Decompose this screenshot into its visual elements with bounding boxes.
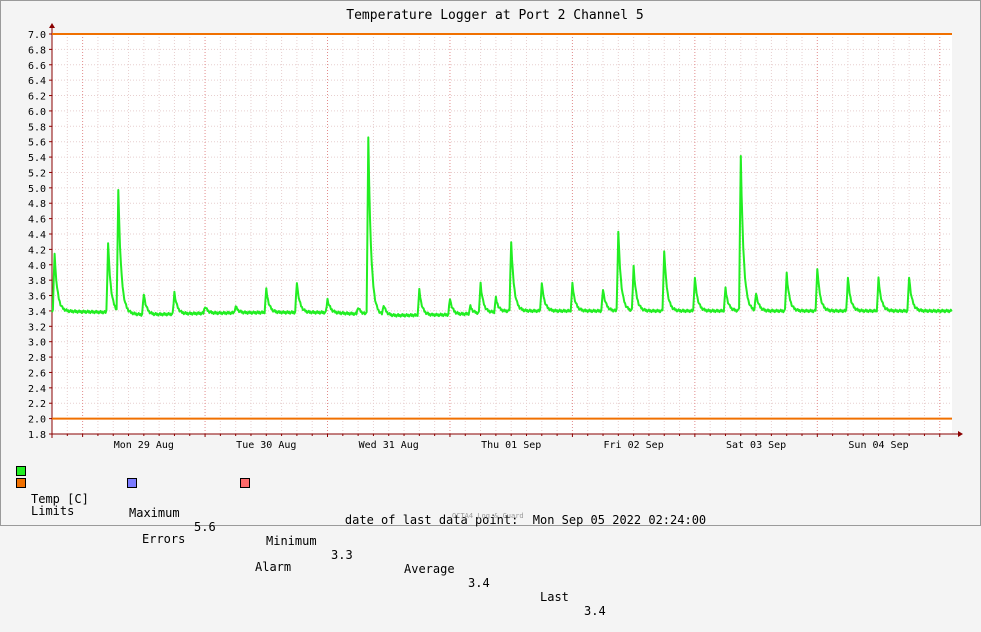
y-tick-label: 2.2	[28, 399, 46, 410]
average-value: 3.4	[468, 576, 490, 590]
x-tick-label: Fri 02 Sep	[604, 440, 664, 451]
y-tick-label: 5.4	[28, 153, 46, 164]
x-tick-label: Sun 04 Sep	[848, 440, 908, 451]
average-label: Average	[404, 562, 455, 576]
y-tick-label: 4.8	[28, 199, 46, 210]
watermark: OCTA4 Log & Guard	[452, 512, 524, 520]
limits-legend-swatch	[16, 478, 26, 488]
x-tick-label: Mon 29 Aug	[114, 440, 174, 451]
x-tick-label: Wed 31 Aug	[359, 440, 419, 451]
chart-title: Temperature Logger at Port 2 Channel 5	[346, 8, 643, 23]
last-label: Last	[540, 590, 569, 604]
temp-legend-label: Temp [C]	[31, 492, 89, 506]
last-value: 3.4	[584, 604, 606, 618]
errors-legend-swatch	[127, 478, 137, 488]
y-tick-label: 2.6	[28, 368, 46, 379]
temperature-chart: Temperature Logger at Port 2 Channel 5 7…	[28, 8, 963, 451]
y-tick-label: 6.6	[28, 61, 46, 72]
maximum-value: 5.6	[194, 520, 216, 534]
last-data-point-label: date of last data point:	[344, 513, 519, 527]
y-tick-label: 7.0	[28, 30, 46, 41]
y-tick-label: 2.8	[28, 353, 46, 364]
y-tick-label: 3.2	[28, 322, 46, 333]
y-tick-label: 6.2	[28, 92, 46, 103]
y-tick-label: 5.0	[28, 184, 46, 195]
errors-legend-label: Errors	[142, 532, 186, 546]
y-tick-label: 5.6	[28, 138, 46, 149]
y-tick-label: 5.2	[28, 168, 46, 179]
x-tick-label: Sat 03 Sep	[726, 440, 786, 451]
y-tick-label: 3.0	[28, 338, 46, 349]
y-tick-label: 4.4	[28, 230, 46, 241]
y-tick-label: 2.4	[28, 384, 46, 395]
x-axis-arrow	[958, 431, 963, 437]
maximum-label: Maximum	[129, 506, 180, 520]
y-tick-label: 4.6	[28, 215, 46, 226]
x-tick-label: Thu 01 Sep	[481, 440, 541, 451]
minimum-label: Minimum	[266, 534, 317, 548]
last-data-point-value: Mon Sep 05 2022 02:24:00	[532, 513, 707, 527]
y-tick-label: 3.8	[28, 276, 46, 287]
temp-series-line	[51, 136, 953, 318]
y-tick-label: 3.6	[28, 292, 46, 303]
y-tick-label: 6.4	[28, 76, 46, 87]
y-tick-label: 4.0	[28, 261, 46, 272]
y-tick-label: 4.2	[28, 245, 46, 256]
legend-row-2: Limits Errors Alarm	[16, 476, 291, 574]
y-axis-arrow	[49, 23, 55, 28]
y-tick-label: 2.0	[28, 415, 46, 426]
minimum-value: 3.3	[331, 548, 353, 562]
x-tick-label: Tue 30 Aug	[236, 440, 296, 451]
chart-frame: Temperature Logger at Port 2 Channel 5 7…	[0, 0, 981, 618]
limits-legend-label: Limits	[31, 504, 75, 518]
alarm-legend-label: Alarm	[255, 560, 292, 574]
alarm-legend-swatch	[240, 478, 250, 488]
y-tick-label: 6.8	[28, 45, 46, 56]
last-data-point: date of last data point: Mon Sep 05 2022…	[316, 499, 706, 541]
y-tick-label: 5.8	[28, 122, 46, 133]
temp-legend-swatch	[16, 466, 26, 476]
y-tick-label: 3.4	[28, 307, 46, 318]
y-tick-label: 6.0	[28, 107, 46, 118]
y-tick-label: 1.8	[28, 430, 46, 441]
